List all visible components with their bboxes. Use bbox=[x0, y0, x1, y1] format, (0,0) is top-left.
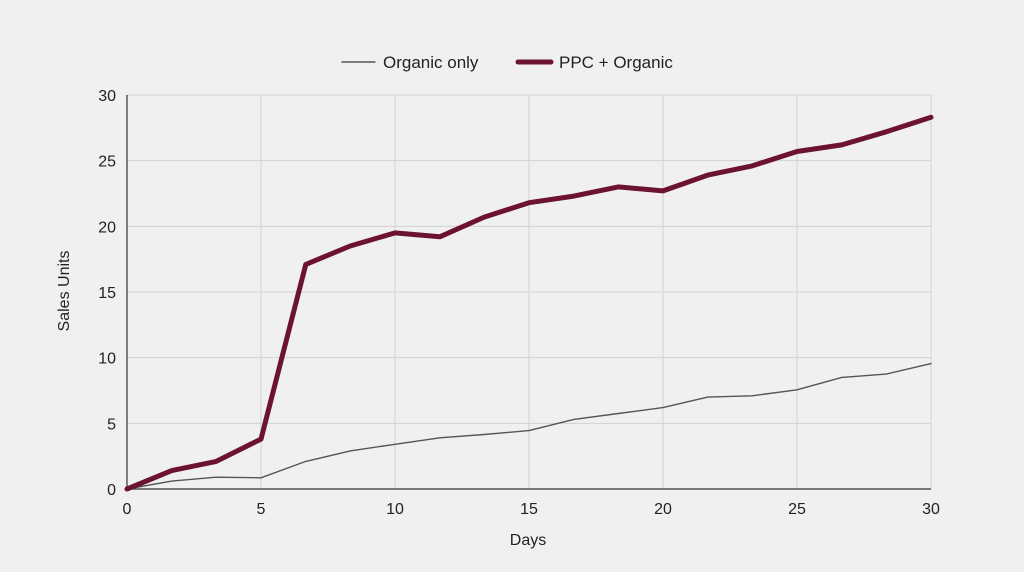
x-tick-label: 15 bbox=[520, 501, 538, 518]
x-tick-label: 25 bbox=[788, 501, 806, 518]
y-tick-label: 0 bbox=[107, 482, 116, 499]
legend-label-organic-only: Organic only bbox=[383, 53, 479, 72]
y-tick-label: 15 bbox=[98, 285, 116, 302]
x-tick-label: 10 bbox=[386, 501, 404, 518]
y-tick-label: 10 bbox=[98, 351, 116, 368]
x-tick-label: 0 bbox=[123, 501, 132, 518]
legend-item-ppc: PPC + Organic bbox=[515, 53, 673, 72]
legend: Organic only PPC + Organic bbox=[341, 53, 673, 72]
x-axis-title: Days bbox=[510, 532, 546, 549]
y-tick-label: 20 bbox=[98, 219, 116, 236]
legend-label-ppc-organic: PPC + Organic bbox=[559, 53, 673, 72]
y-tick-label: 5 bbox=[107, 416, 116, 433]
y-axis-title: Sales Units bbox=[56, 251, 73, 332]
series-group bbox=[124, 114, 934, 492]
x-tick-label: 20 bbox=[654, 501, 672, 518]
x-tick-label: 30 bbox=[922, 501, 940, 518]
legend-item-organic: Organic only bbox=[341, 53, 479, 72]
x-tick-label: 5 bbox=[257, 501, 266, 518]
tick-labels: 0 5 10 15 20 25 30 0 5 10 15 20 25 30 bbox=[98, 88, 940, 518]
axes bbox=[126, 95, 931, 490]
grid bbox=[126, 94, 932, 490]
y-tick-label: 25 bbox=[98, 154, 116, 171]
series-line-ppc-organic bbox=[124, 114, 934, 492]
series-line-organic-only bbox=[126, 362, 932, 490]
y-tick-label: 30 bbox=[98, 88, 116, 105]
